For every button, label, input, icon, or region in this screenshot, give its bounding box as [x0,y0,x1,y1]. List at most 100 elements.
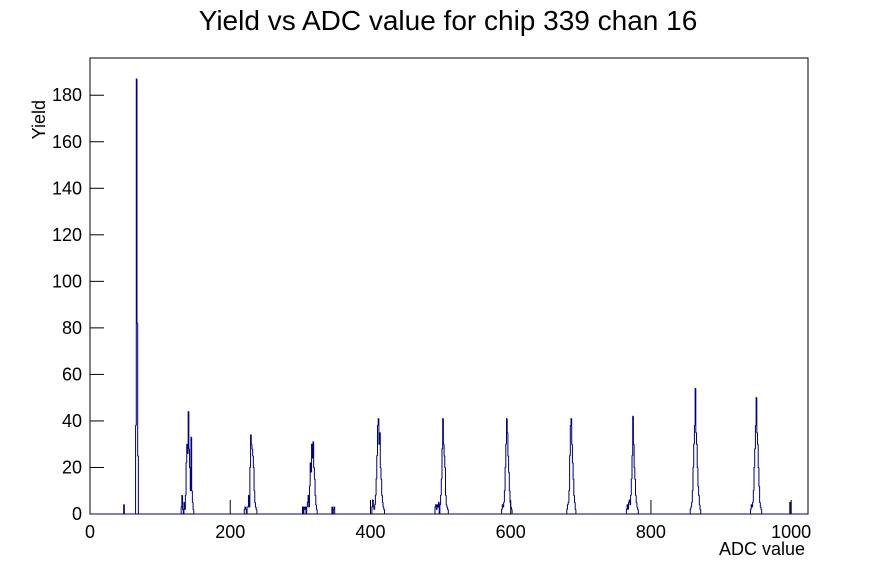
histogram-bin [383,509,435,515]
histogram-bin [186,443,188,463]
histogram-bin [442,418,444,449]
histogram-bin [250,434,252,445]
histogram-bin [251,444,253,450]
histogram-bin [693,425,696,445]
histogram-bin [570,418,572,426]
histogram-bin [374,504,376,510]
histogram-bin [629,500,631,506]
histogram-bin [379,432,381,468]
histogram-bin [631,455,633,480]
histogram-bin [303,506,305,514]
histogram-bin [304,507,306,510]
x-tick-label: 1000 [771,522,811,542]
histogram-bin [372,500,374,508]
histogram-bin [566,504,569,510]
histogram-bin [571,418,573,445]
histogram-bin [574,495,576,503]
histogram-bin [575,509,627,515]
y-tick-label: 60 [62,364,82,384]
histogram-bin [380,467,382,480]
histogram-bin [759,486,761,503]
histogram-bin [440,494,442,505]
histogram-bin [637,509,691,515]
x-tick-label: 0 [85,522,95,542]
histogram-bin [501,508,503,514]
histogram-bin [332,508,335,514]
histogram-bin [636,502,638,508]
x-axis-label: ADC value [719,539,805,559]
histogram-bin [377,418,379,426]
y-tick-label: 20 [62,457,82,477]
histogram-bin [752,490,755,503]
histogram-bin [509,490,511,503]
histogram-bin [630,494,632,505]
histogram-bin [254,490,256,503]
histogram-bin [333,506,335,510]
histogram-bin [188,411,190,450]
histogram-bin [569,425,572,456]
histogram-bin [633,444,635,468]
histogram-bin [376,455,378,480]
y-tick-label: 100 [52,271,82,291]
histogram-bin [568,490,570,503]
histogram-bin [135,425,137,514]
histogram-bin [696,444,698,468]
histogram-bin [313,441,315,468]
histogram-bin [304,506,306,510]
histogram-bin [136,78,138,324]
chart-title: Yield vs ADC value for chip 339 chan 16 [199,5,698,36]
histogram-bin [191,490,194,503]
histogram-bin [750,508,752,514]
histogram-bin [437,501,440,508]
histogram-bin [627,504,629,510]
histogram-bin [382,502,384,508]
histogram-bin [566,508,568,514]
histogram-bin [243,508,245,514]
histogram-bin [246,506,248,514]
y-tick-label: 80 [62,318,82,338]
histogram-bin [757,444,759,468]
histogram-bin [308,485,311,508]
x-tick-label: 200 [215,522,245,542]
y-axis-label: Yield [29,100,49,139]
histogram-bin [756,397,758,434]
histogram-bin [510,502,512,508]
histogram-bin [190,436,192,491]
histogram-bin [505,418,508,445]
histogram-bin [381,495,384,503]
y-tick-label: 180 [52,85,82,105]
y-tick-label: 140 [52,178,82,198]
histogram-bin [446,504,448,508]
histogram-bin [137,455,182,515]
histogram-bin [754,425,757,449]
histogram-bin [189,448,191,468]
histogram-bin [571,444,574,464]
histogram-bin [244,506,246,510]
histogram-bin [313,467,316,480]
histogram-bin [634,467,636,480]
histogram-bin [376,425,379,456]
histogram-bin [508,455,510,473]
histogram-bin [189,467,191,492]
histogram-bin [506,418,508,434]
histogram-bin [311,443,313,473]
histogram-bin [252,455,255,468]
histogram-bin [442,418,445,445]
histogram-bin [374,494,377,505]
histogram-bin [503,490,506,503]
histogram-bin [759,502,762,508]
histogram-bin [695,388,697,434]
histogram-bin [789,502,808,515]
histogram-bin [757,432,759,445]
histogram-bin [447,509,502,515]
histogram-bin [193,509,245,515]
histogram-bin [331,506,333,514]
histogram-bin [755,397,757,426]
histogram-bin [789,501,791,514]
histogram-bin [700,509,751,515]
y-tick-label: 0 [72,504,82,524]
histogram-bin [256,509,303,515]
histogram-bin [691,490,694,503]
